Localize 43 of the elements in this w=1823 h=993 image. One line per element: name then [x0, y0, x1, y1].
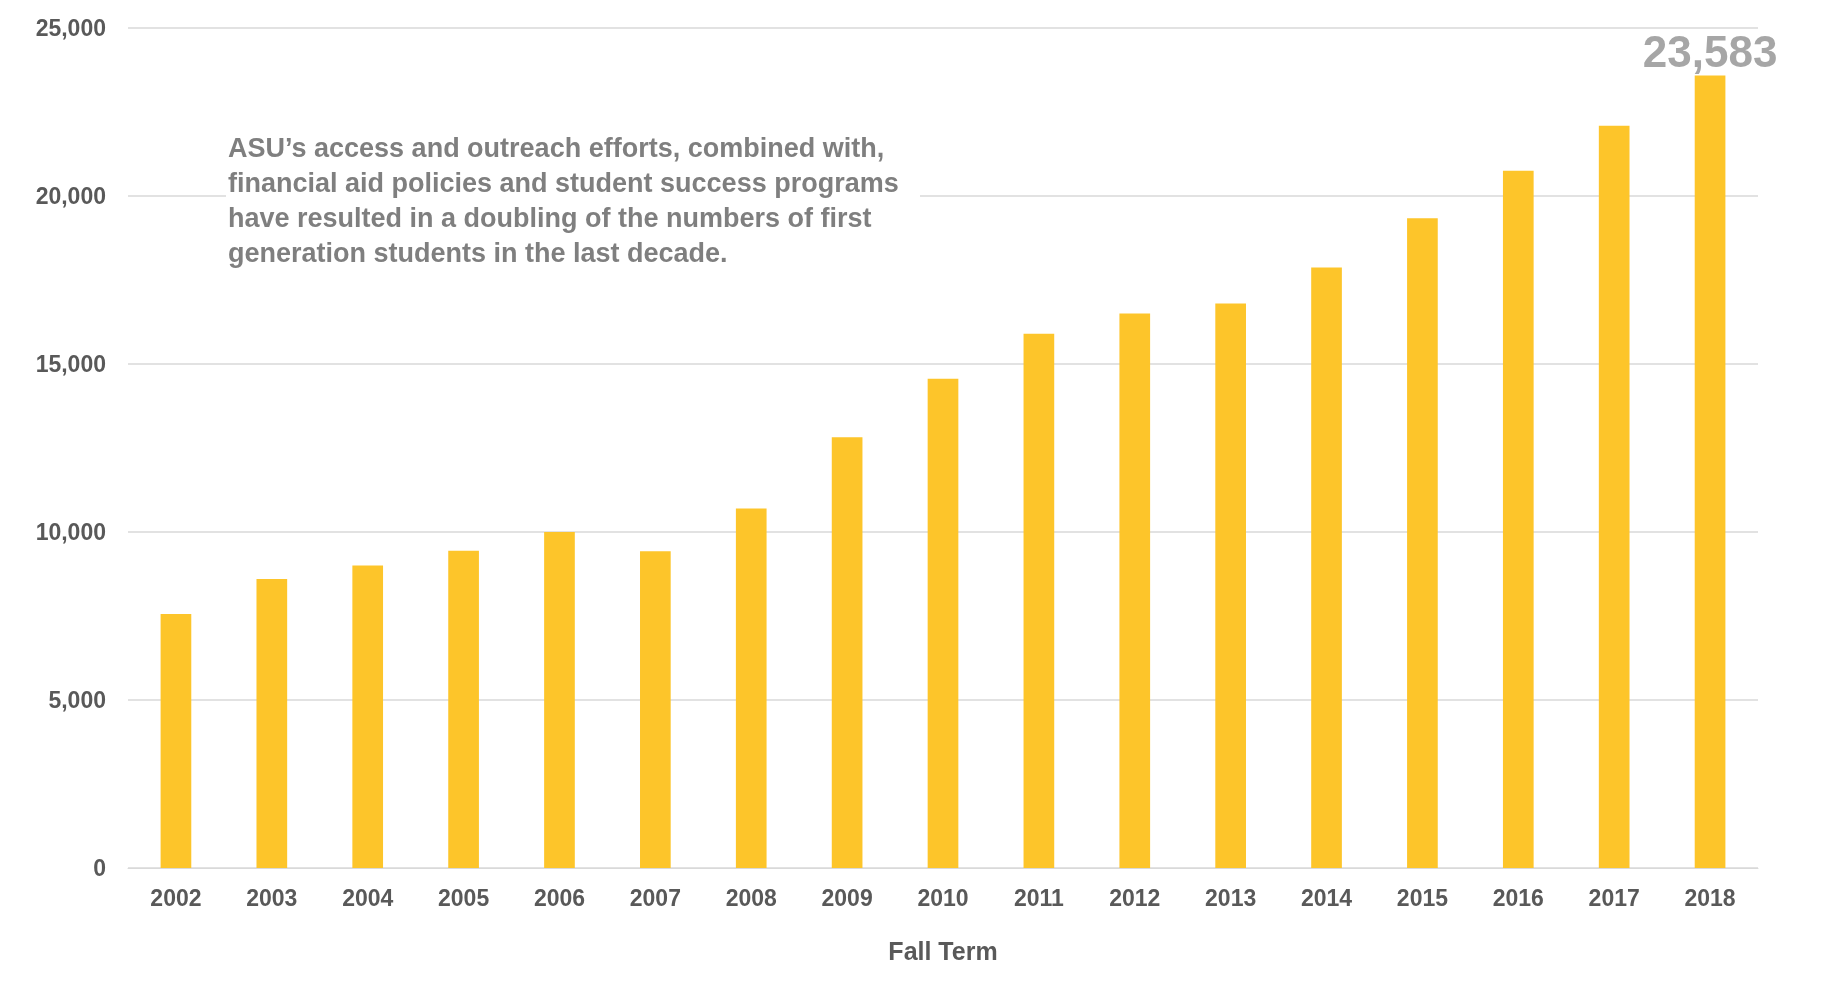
bar: [544, 532, 575, 868]
annotation: ASU’s access and outreach efforts, combined with, financial aid policies and student success programs have resulted in a doubling of the numbers of first generation students in the last decade.: [228, 132, 907, 268]
bar: [448, 550, 479, 868]
data-label: 23,583: [1642, 27, 1778, 77]
y-tick-label: 25,000: [35, 15, 106, 41]
x-tick-label: 2010: [917, 884, 969, 911]
x-tick-label: 2018: [1684, 884, 1736, 911]
x-tick-label: 2005: [438, 884, 490, 911]
x-tick-label: 2006: [533, 884, 586, 911]
y-tick-label: 10,000: [35, 519, 106, 545]
y-tick-label: 15,000: [35, 351, 106, 377]
bar: [927, 378, 959, 868]
bar: [352, 565, 384, 868]
bar: [256, 579, 288, 868]
x-tick-label: 2008: [725, 884, 778, 911]
bar: [1502, 170, 1534, 868]
x-tick-label: 2009: [821, 884, 873, 911]
x-axis-title: Fall Term: [888, 936, 998, 965]
bar: [1407, 218, 1438, 868]
x-tick-label: 2012: [1109, 884, 1161, 911]
y-tick-label: 0: [93, 855, 106, 881]
y-tick-label: 20,000: [35, 183, 106, 209]
bar: [1311, 267, 1342, 868]
x-tick-label: 2004: [342, 884, 394, 911]
bar: [735, 508, 767, 868]
x-tick-label: 2017: [1588, 884, 1640, 911]
bar: [1119, 313, 1151, 868]
x-tick-label: 2015: [1396, 884, 1449, 911]
x-tick-label: 2013: [1205, 884, 1257, 911]
x-tick-label: 2003: [246, 884, 298, 911]
bar: [1598, 125, 1630, 868]
y-tick-label: 5,000: [48, 687, 106, 713]
x-tick-label: 2002: [150, 884, 202, 911]
bar: [831, 437, 863, 868]
bar: [1023, 333, 1055, 868]
x-tick-label: 2007: [629, 884, 681, 911]
x-tick-label: 2016: [1492, 884, 1544, 911]
bar: [640, 551, 671, 868]
bar: [1215, 303, 1246, 868]
x-tick-label: 2014: [1300, 884, 1353, 911]
x-tick-label: 2011: [1013, 884, 1065, 911]
bar: [160, 613, 192, 868]
bar: [1694, 75, 1726, 868]
